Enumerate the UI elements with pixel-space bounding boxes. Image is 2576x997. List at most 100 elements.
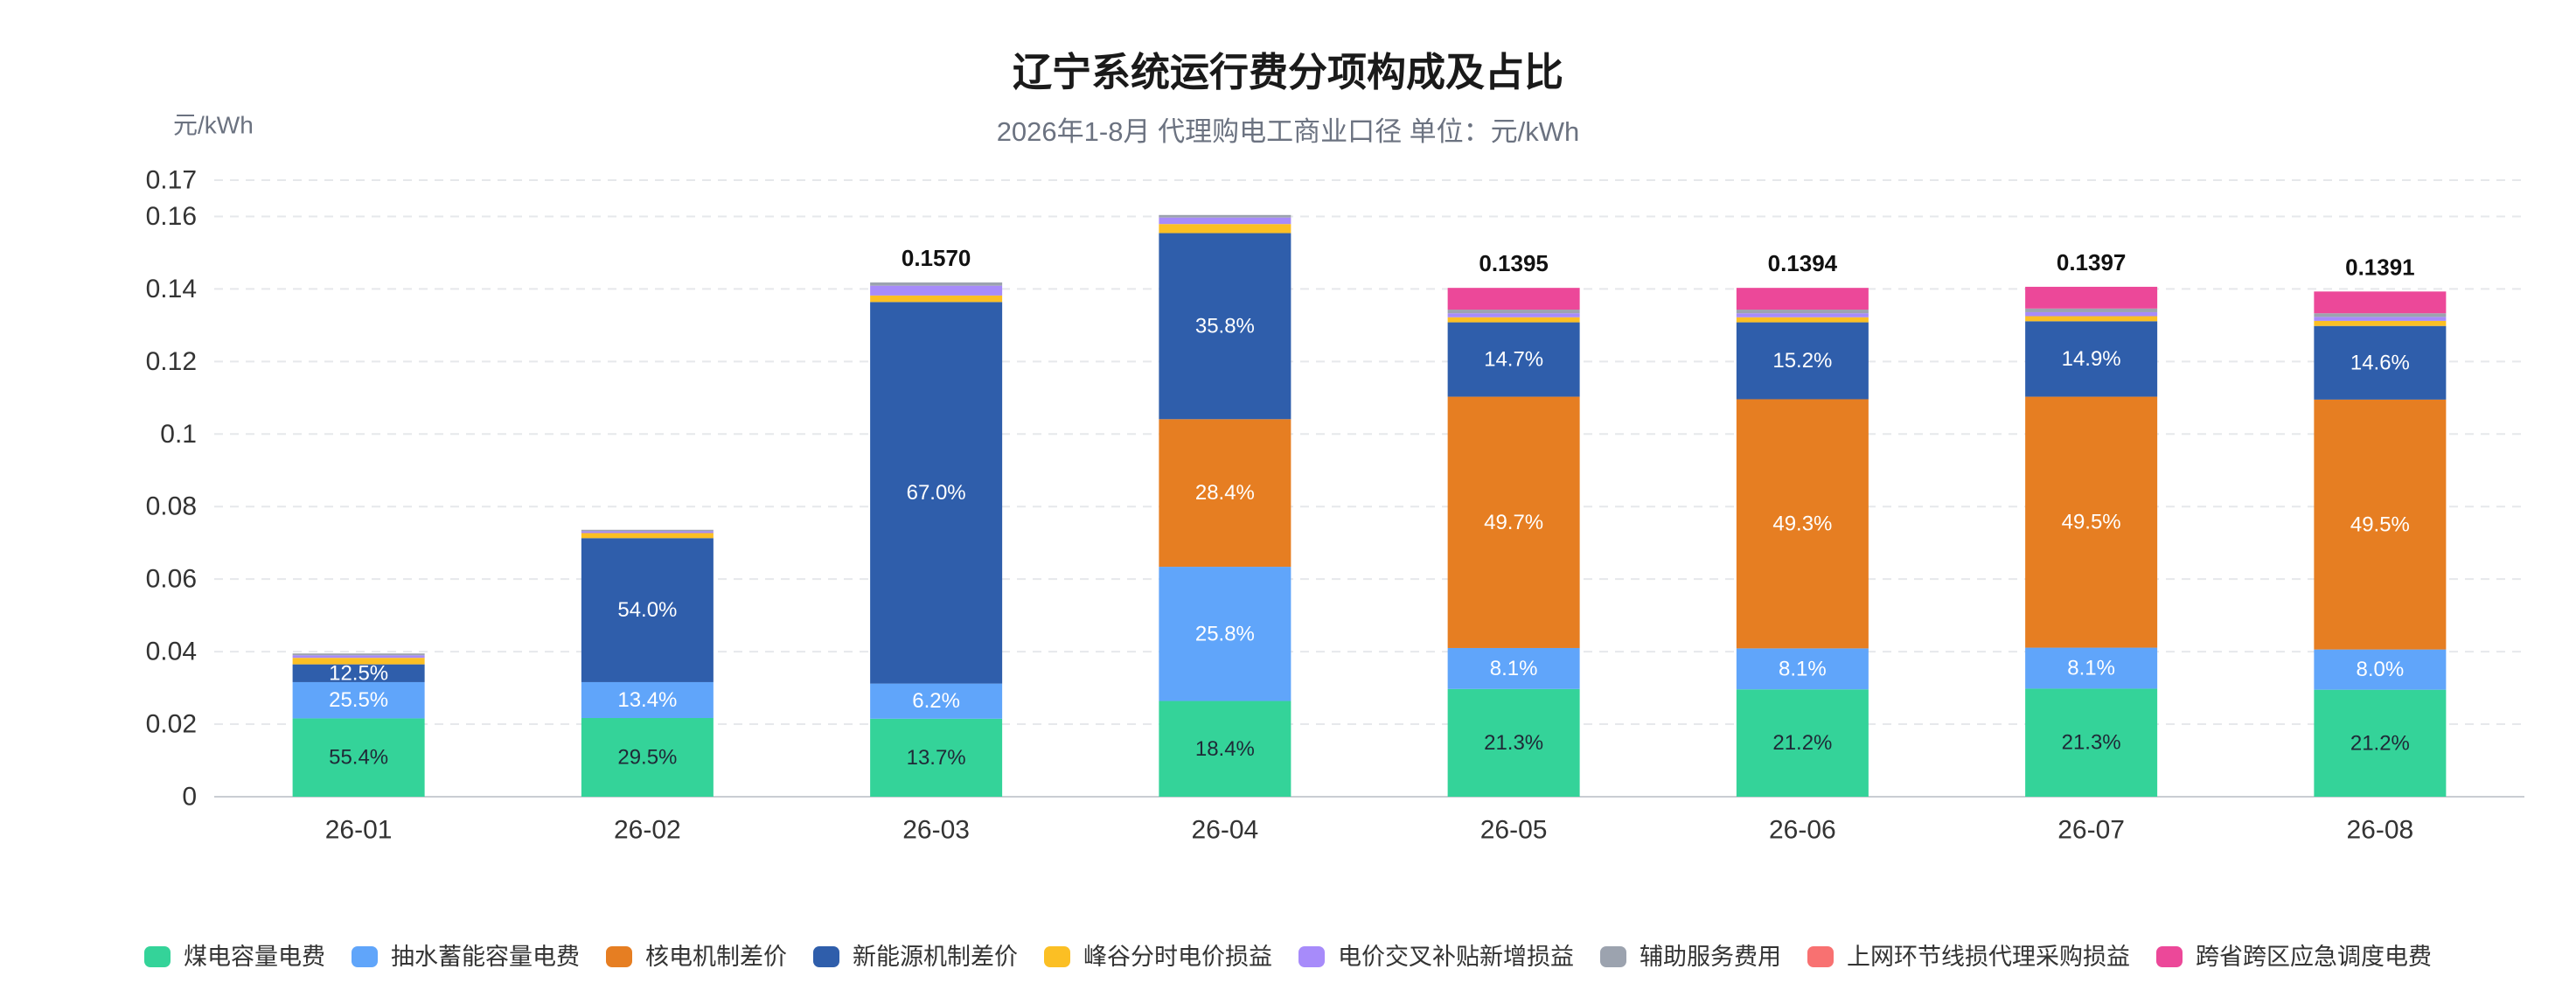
legend-label: 新能源机制差价 [853,944,1018,970]
legend-swatch [352,946,378,967]
bar-segment [870,282,1003,286]
legend-label: 辅助服务费用 [1640,944,1781,970]
segment-label: 49.3% [1772,512,1832,535]
bar-segment [1736,317,1869,323]
bars [292,214,2447,797]
total-label: 0.1395 [1479,250,1549,276]
chart-title: 辽宁系统运行费分项构成及占比 [1012,50,1563,94]
segment-label: 14.7% [1484,348,1543,372]
bar-segment [870,718,1003,797]
x-tick-label: 26-07 [2057,816,2125,845]
legend-swatch [813,946,839,967]
legend-label: 抽水蓄能容量电费 [391,944,580,970]
bar-segment [292,718,425,797]
chart-subtitle: 2026年1-8月 代理购电工商业口径 单位：元/kWh [996,116,1580,147]
x-tick-label: 26-04 [1192,816,1259,845]
legend-item[interactable]: 上网环节线损代理采购损益 [1807,943,2130,971]
segment-label: 12.5% [329,661,388,685]
x-tick-label: 26-02 [614,816,681,845]
segment-label: 28.4% [1195,481,1255,505]
bar-segment [1736,648,1869,690]
bar-segment [1447,322,1580,397]
y-tick-label: 0 [182,783,197,812]
segment-label: 18.4% [1195,737,1255,761]
bar-segment [292,681,425,719]
legend-item[interactable]: 抽水蓄能容量电费 [352,943,580,971]
bar-segment [2025,308,2158,312]
bar-segment [2025,396,2158,648]
bar-segment [1159,701,1291,797]
bar-segment [1447,688,1580,797]
segment-label: 21.3% [2062,731,2121,755]
bar-segment [2025,647,2158,689]
bar-segment [1159,214,1291,218]
bar-segment [870,302,1003,684]
legend-swatch [1807,946,1834,967]
legend-item[interactable]: 跨省跨区应急调度电费 [2156,943,2432,971]
bar-segment [292,655,425,659]
x-tick-label: 26-01 [325,816,393,845]
segment-label: 8.1% [1779,657,1827,680]
bar-segment [1159,217,1291,225]
bar-segment [1736,310,1869,314]
bar-segment [1736,313,1869,317]
bar-segment [870,683,1003,719]
legend-item[interactable]: 电价交叉补贴新增损益 [1298,943,1574,971]
legend-swatch [1600,946,1626,967]
bar-segment [2314,325,2447,400]
segment-label: 8.1% [2067,656,2115,680]
bar-segment [2314,291,2447,314]
segment-label: 25.8% [1195,622,1255,645]
legend-item[interactable]: 峰谷分时电价损益 [1044,943,1272,971]
legend-swatch [1044,946,1070,967]
legend-label: 核电机制差价 [645,944,787,970]
segment-label: 49.5% [2062,511,2121,534]
segment-label: 21.2% [1772,731,1832,755]
bar-segment [1159,567,1291,701]
bar-segment [2025,688,2158,797]
segment-label: 54.0% [617,598,677,622]
data-labels: 55.4% 25.5% 12.5% 29.5% 13.4% 54.0% 13.7% 6.2% 6… [329,245,2415,770]
segment-label: 8.1% [1490,657,1538,680]
bar-segment [581,538,714,682]
bar-segment [1447,313,1580,317]
bar-segment [1159,233,1291,420]
segment-label: 8.0% [2357,658,2405,681]
segment-label: 21.2% [2350,731,2410,755]
legend-item[interactable]: 核电机制差价 [606,943,787,971]
bar-segment [2025,316,2158,322]
legend-item[interactable]: 煤电容量电费 [144,943,325,971]
bar-segment [292,653,425,656]
segment-label: 35.8% [1195,314,1255,338]
bar-segment [1736,399,1869,649]
legend-item[interactable]: 辅助服务费用 [1600,943,1781,971]
segment-label: 49.7% [1484,511,1543,534]
y-tick-label: 0.08 [146,492,197,521]
segment-label: 55.4% [329,746,388,770]
y-axis-label: 元/kWh [173,112,254,139]
bar-segment [581,529,714,532]
total-label: 0.1397 [2057,249,2127,275]
legend-item[interactable]: 新能源机制差价 [813,943,1018,971]
legend-label: 峰谷分时电价损益 [1083,944,1272,970]
y-tick-label: 0.17 [146,166,197,195]
segment-label: 13.7% [907,746,966,770]
segment-label: 14.6% [2350,351,2410,374]
x-tick-label: 26-06 [1769,816,1836,845]
segment-label: 13.4% [617,688,677,712]
legend-swatch [606,946,632,967]
segment-label: 29.5% [617,746,677,770]
bar-segment [870,295,1003,303]
bar-segment [2314,649,2447,690]
total-label: 0.1394 [1768,250,1838,276]
y-tick-label: 0.04 [146,638,197,666]
bar-segment [581,533,714,539]
x-tick-label: 26-08 [2347,816,2414,845]
bar-segment [1447,288,1580,310]
legend-label: 电价交叉补贴新增损益 [1338,944,1574,970]
y-tick-label: 0.1 [160,420,197,449]
bar-segment [581,681,714,719]
bar-segment [1447,647,1580,689]
segment-label: 6.2% [912,689,960,713]
